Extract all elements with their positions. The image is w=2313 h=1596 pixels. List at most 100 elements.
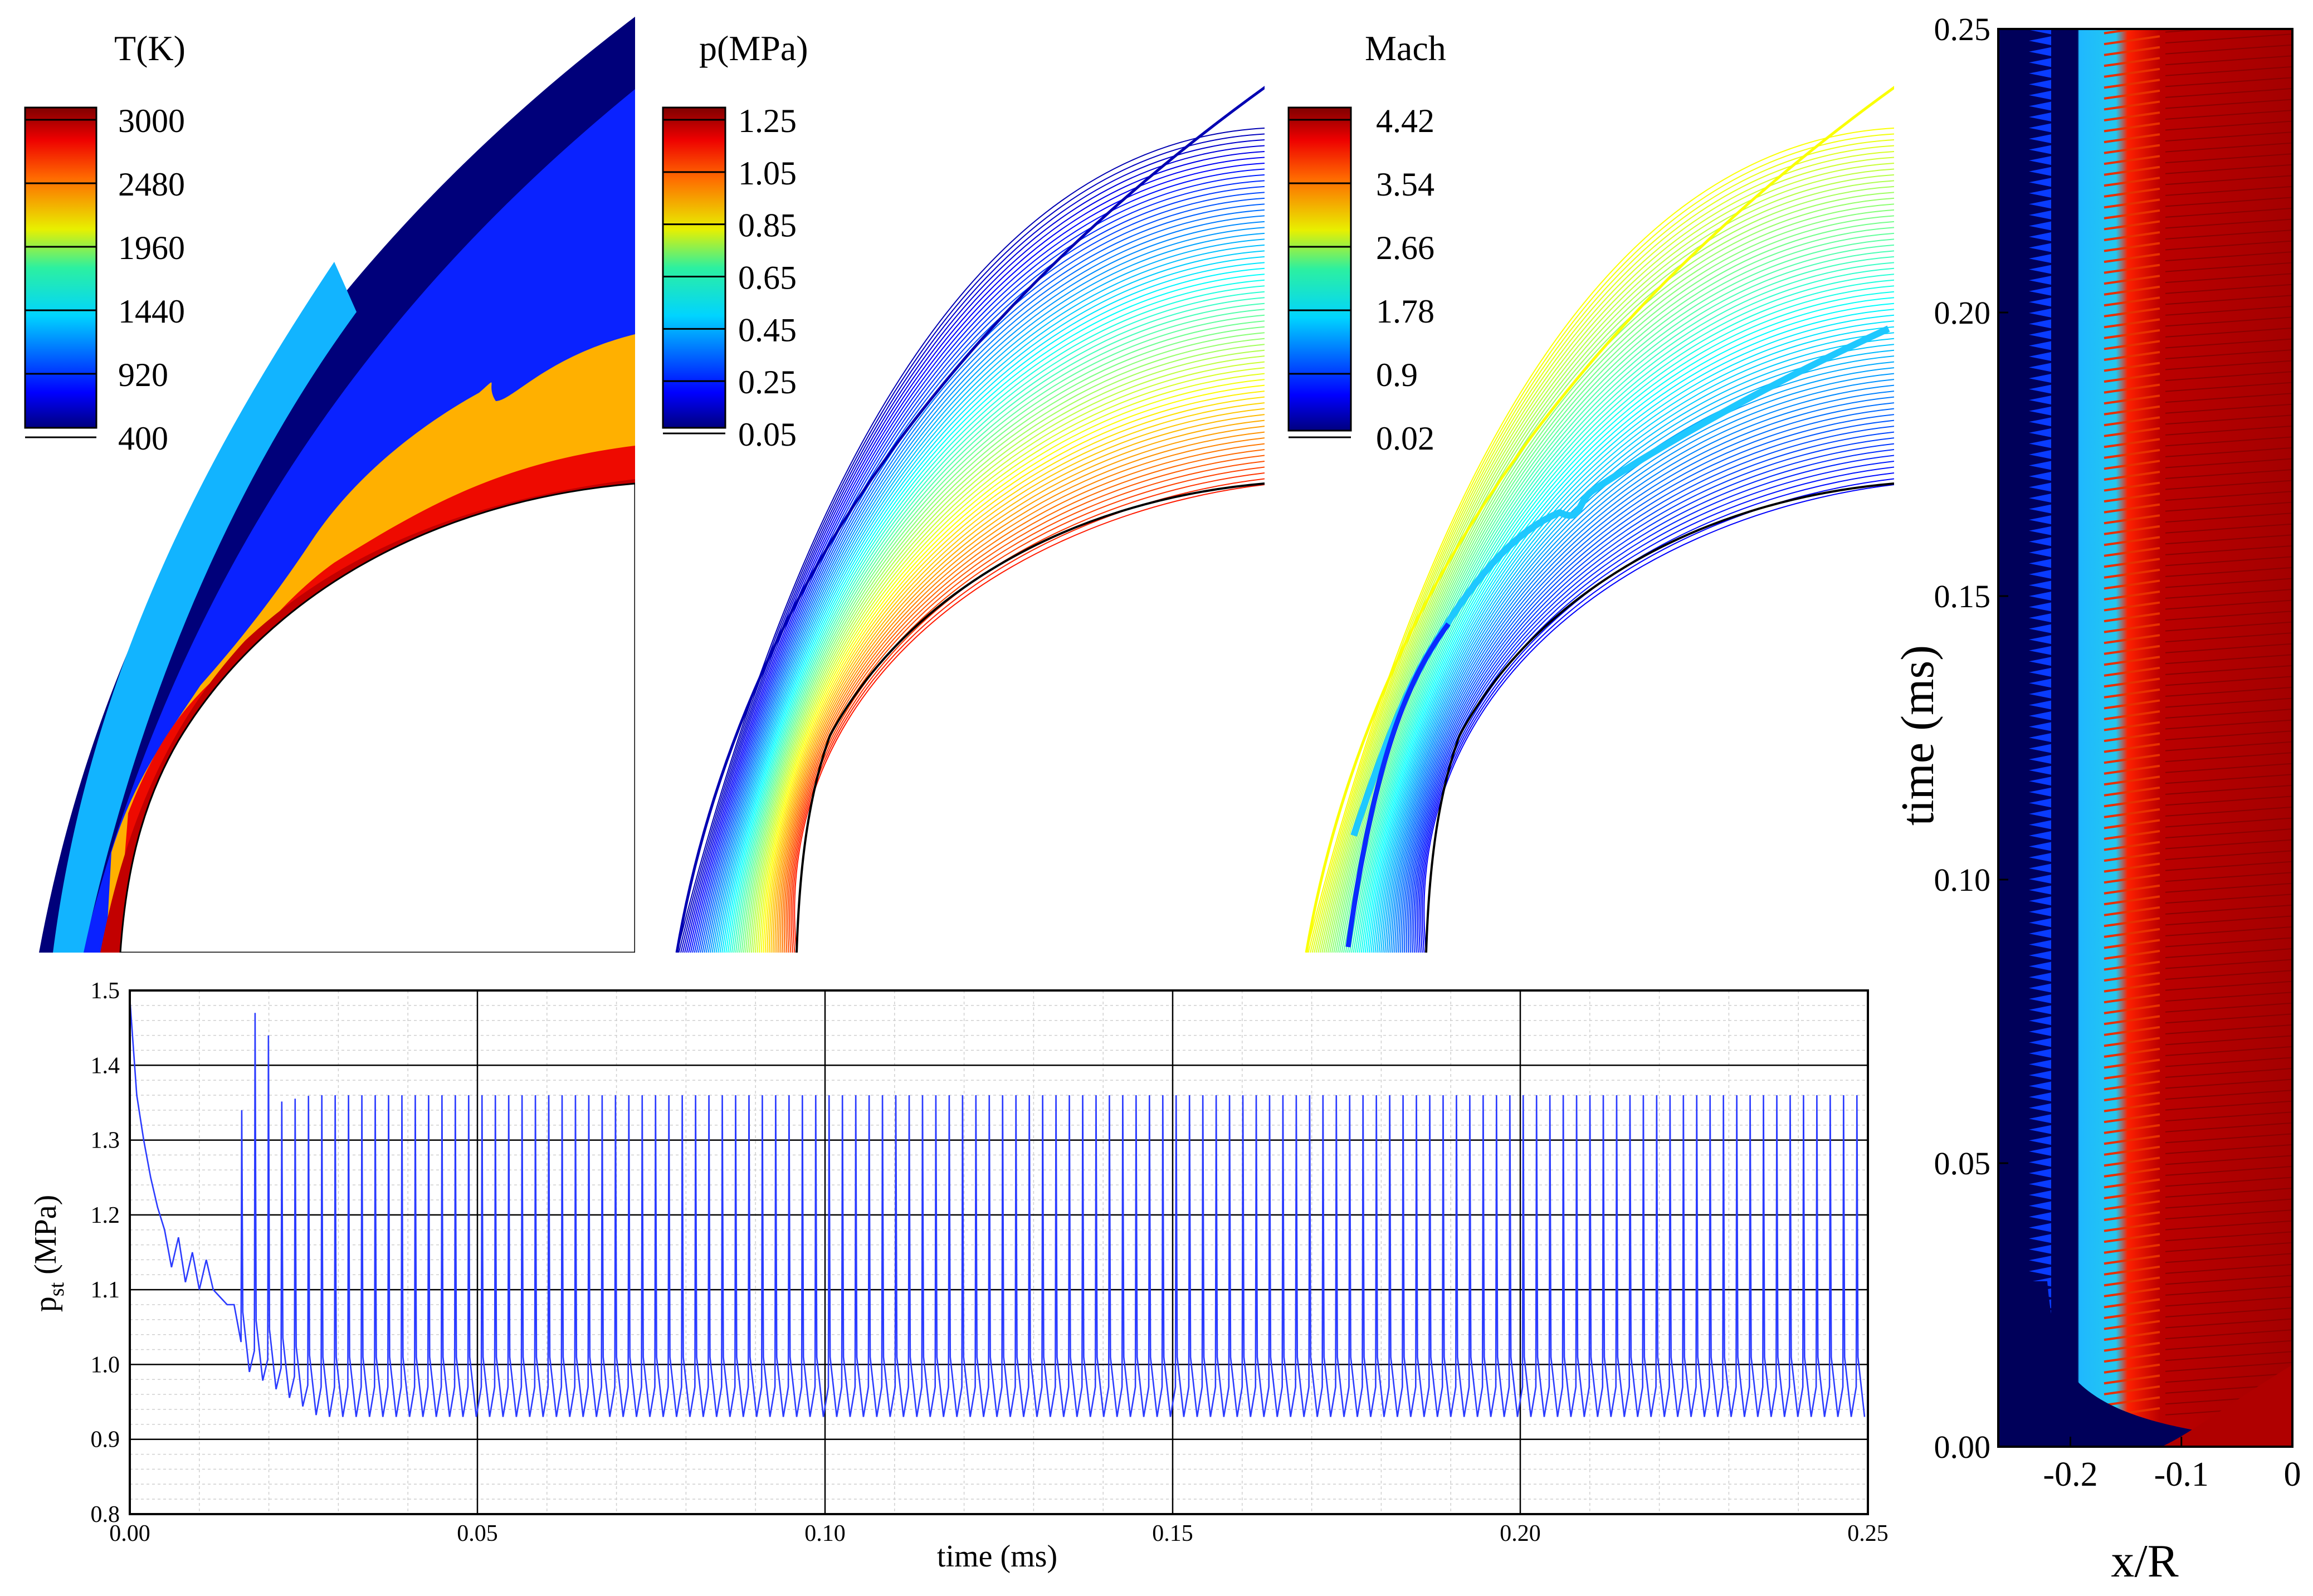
xt-stripe-front [2104,1189,2160,1199]
xt-stripe-burned [2165,1242,2292,1252]
xt-stripe-burned [2165,599,2292,610]
pressure-contour-line [737,309,1265,953]
pressure-contour-line [697,192,1265,953]
pressure-contour-panel [675,86,1265,953]
pressure-contour-line [678,133,1265,953]
xt-stripe-front [2104,492,2160,503]
mach-contour-line [1341,232,1894,953]
xt-stripe-burned [2165,534,2292,545]
xt-stripe-front [2104,699,2160,710]
xt-stripe-front [2104,830,2160,840]
xt-stripe-burned [2165,77,2292,87]
xt-stripe-front [2104,209,2160,219]
p-colorbar [662,106,726,429]
xt-stripe-burned [2165,915,2292,926]
t-legend-tick-label: 1440 [118,293,185,330]
xt-stripe-cyan [2029,592,2051,601]
xt-stripe-front [2104,253,2160,263]
pressure-contour-line [723,267,1265,953]
xt-stripe-burned [2165,1373,2292,1383]
xt-stripe-front [2104,645,2160,655]
xt-y-axis-label: time (ms) [1892,645,1944,826]
xt-stripe-burned [2165,469,2292,479]
xt-stripe-burned [2165,621,2292,632]
xt-stripe-burned [2165,66,2292,76]
xt-stripe-front [2104,133,2160,144]
xt-stripe-burned [2165,153,2292,164]
mach-contour-line [1364,302,1894,953]
xt-stripe-front [2104,862,2160,873]
xt-stripe-front [2104,155,2160,165]
xt-stripe-burned [2165,959,2292,969]
xt-stripe-burned [2165,1144,2292,1154]
p-legend-title: p(MPa) [699,28,808,68]
xt-stripe-burned [2165,44,2292,55]
xt-stripe-burned [2165,611,2292,621]
xt-stripe-cyan [2029,276,2051,285]
xt-stripe-front [2104,1233,2160,1243]
xt-stripe-front [2104,601,2160,612]
xt-stripe-cyan [2029,722,2051,731]
xt-stripe-burned [2165,1329,2292,1340]
xt-stripe-front [2104,1015,2160,1026]
xt-stripe-cyan [2029,1060,2051,1069]
pressure-contour-line [729,285,1265,953]
mach-legend: Mach 4.42 3.54 2.66 1.78 0.9 0.02 [1287,28,1446,457]
pressure-contour-line [739,314,1265,953]
xt-stripe-front [2104,296,2160,307]
pressure-contour-line [727,279,1265,953]
mach-contour-line [1392,384,1894,953]
xt-stripe-front [2104,503,2160,514]
xt-wave-stripes [2029,29,2292,1417]
xt-stripe-cyan [2029,907,2051,916]
ph-x-tick-label: 0.15 [1152,1521,1193,1546]
t-legend-tick-label: 1960 [118,230,185,266]
pressure-contour-line [676,128,1265,953]
xt-diagram-panel: 0.00 0.05 0.10 0.15 0.20 0.25 -0.2 -0.1 0 time … [1892,11,2301,1587]
ph-x-tick-label: 0.05 [457,1521,498,1546]
xt-stripe-front [2104,67,2160,78]
pressure-contour-line [767,396,1265,953]
xt-stripe-burned [2165,1351,2292,1361]
mach-contour-line [1411,443,1894,953]
xt-stripe-burned [2165,436,2292,447]
mach-contour-line [1409,437,1894,953]
xt-stripe-cyan [2029,646,2051,655]
xt-stripe-cyan [2029,961,2051,971]
xt-stripe-cyan [2029,417,2051,427]
xt-stripe-front [2104,1211,2160,1222]
xt-stripe-burned [2165,523,2292,534]
xt-x-tick-label: -0.2 [2043,1456,2097,1493]
ph-x-tick-label: 0.10 [804,1521,846,1546]
xt-stripe-front [2104,471,2160,481]
xt-stripe-cyan [2029,232,2051,241]
xt-stripe-front [2104,460,2160,470]
xt-stripe-front [2104,895,2160,906]
xt-stripe-cyan [2029,700,2051,710]
xt-stripe-burned [2165,567,2292,577]
xt-stripe-front [2104,786,2160,797]
xt-stripe-cyan [2029,352,2051,361]
xt-stripe-front [2104,416,2160,427]
t-colorbar [24,106,97,429]
p-legend-tick-label: 0.05 [738,416,797,453]
ph-frame [129,989,1869,1515]
xt-stripe-cyan [2029,1223,2051,1232]
xt-stripe-front [2104,1037,2160,1047]
pressure-contour-line [778,431,1265,953]
pressure-contour-line [682,145,1265,953]
xt-stripe-cyan [2029,1071,2051,1080]
xt-stripe-burned [2165,251,2292,262]
xt-stripe-burned [2165,109,2292,120]
xt-stripe-front [2104,165,2160,176]
pressure-contour-line [735,302,1265,953]
xt-stripe-cyan [2029,798,2051,808]
xt-stripe-burned [2165,763,2292,773]
xt-stripe-front [2104,917,2160,928]
mach-contour-line [1388,373,1894,953]
xt-stripe-front [2104,666,2160,677]
mach-contour-line [1418,466,1894,953]
xt-stripe-cyan [2029,450,2051,459]
xt-stripe-cyan [2029,580,2051,590]
xt-stripe-burned [2165,175,2292,186]
